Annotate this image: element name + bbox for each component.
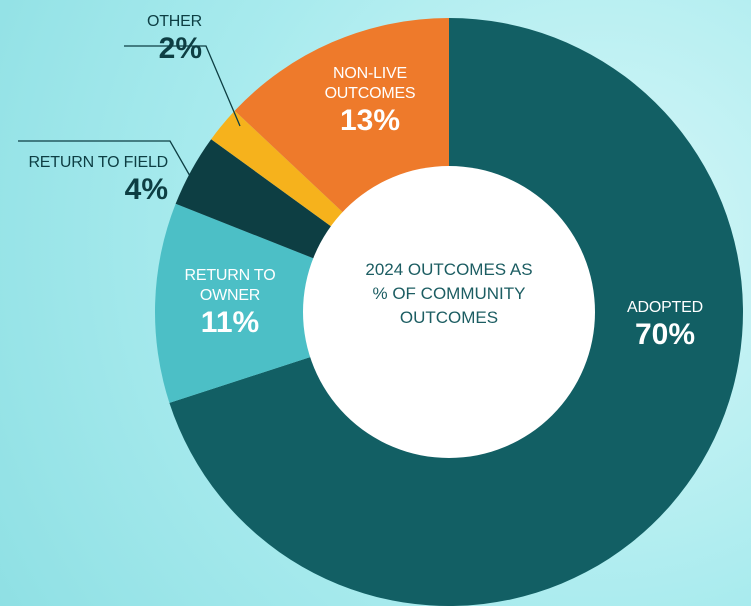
slice-label: RETURN TO OWNER 11% (170, 266, 290, 340)
slice-label: ADOPTED 70% (600, 298, 730, 352)
leader-line (18, 140, 191, 177)
value-label: 4% (124, 173, 168, 206)
category-name: OTHER (146, 13, 202, 30)
slice-label: NON-LIVE OUTCOMES 13% (310, 64, 430, 138)
slice-label: RETURN TO FIELD 4% (0, 153, 168, 207)
category-name: NON-LIVE OUTCOMES (324, 65, 416, 102)
slice-label: OTHER 2% (120, 12, 202, 66)
value-label: 70% (634, 318, 696, 351)
donut-hole (303, 166, 595, 458)
center-label: 2024 OUTCOMES AS % OF COMMUNITY OUTCOMES (365, 260, 533, 327)
leader-line (124, 45, 241, 127)
value-label: 11% (200, 306, 260, 339)
category-name: ADOPTED (627, 299, 703, 316)
category-name: RETURN TO OWNER (184, 267, 276, 304)
wedge (155, 203, 450, 403)
value-label: 13% (339, 104, 401, 137)
category-name: RETURN TO FIELD (28, 154, 168, 171)
value-label: 2% (158, 32, 202, 65)
